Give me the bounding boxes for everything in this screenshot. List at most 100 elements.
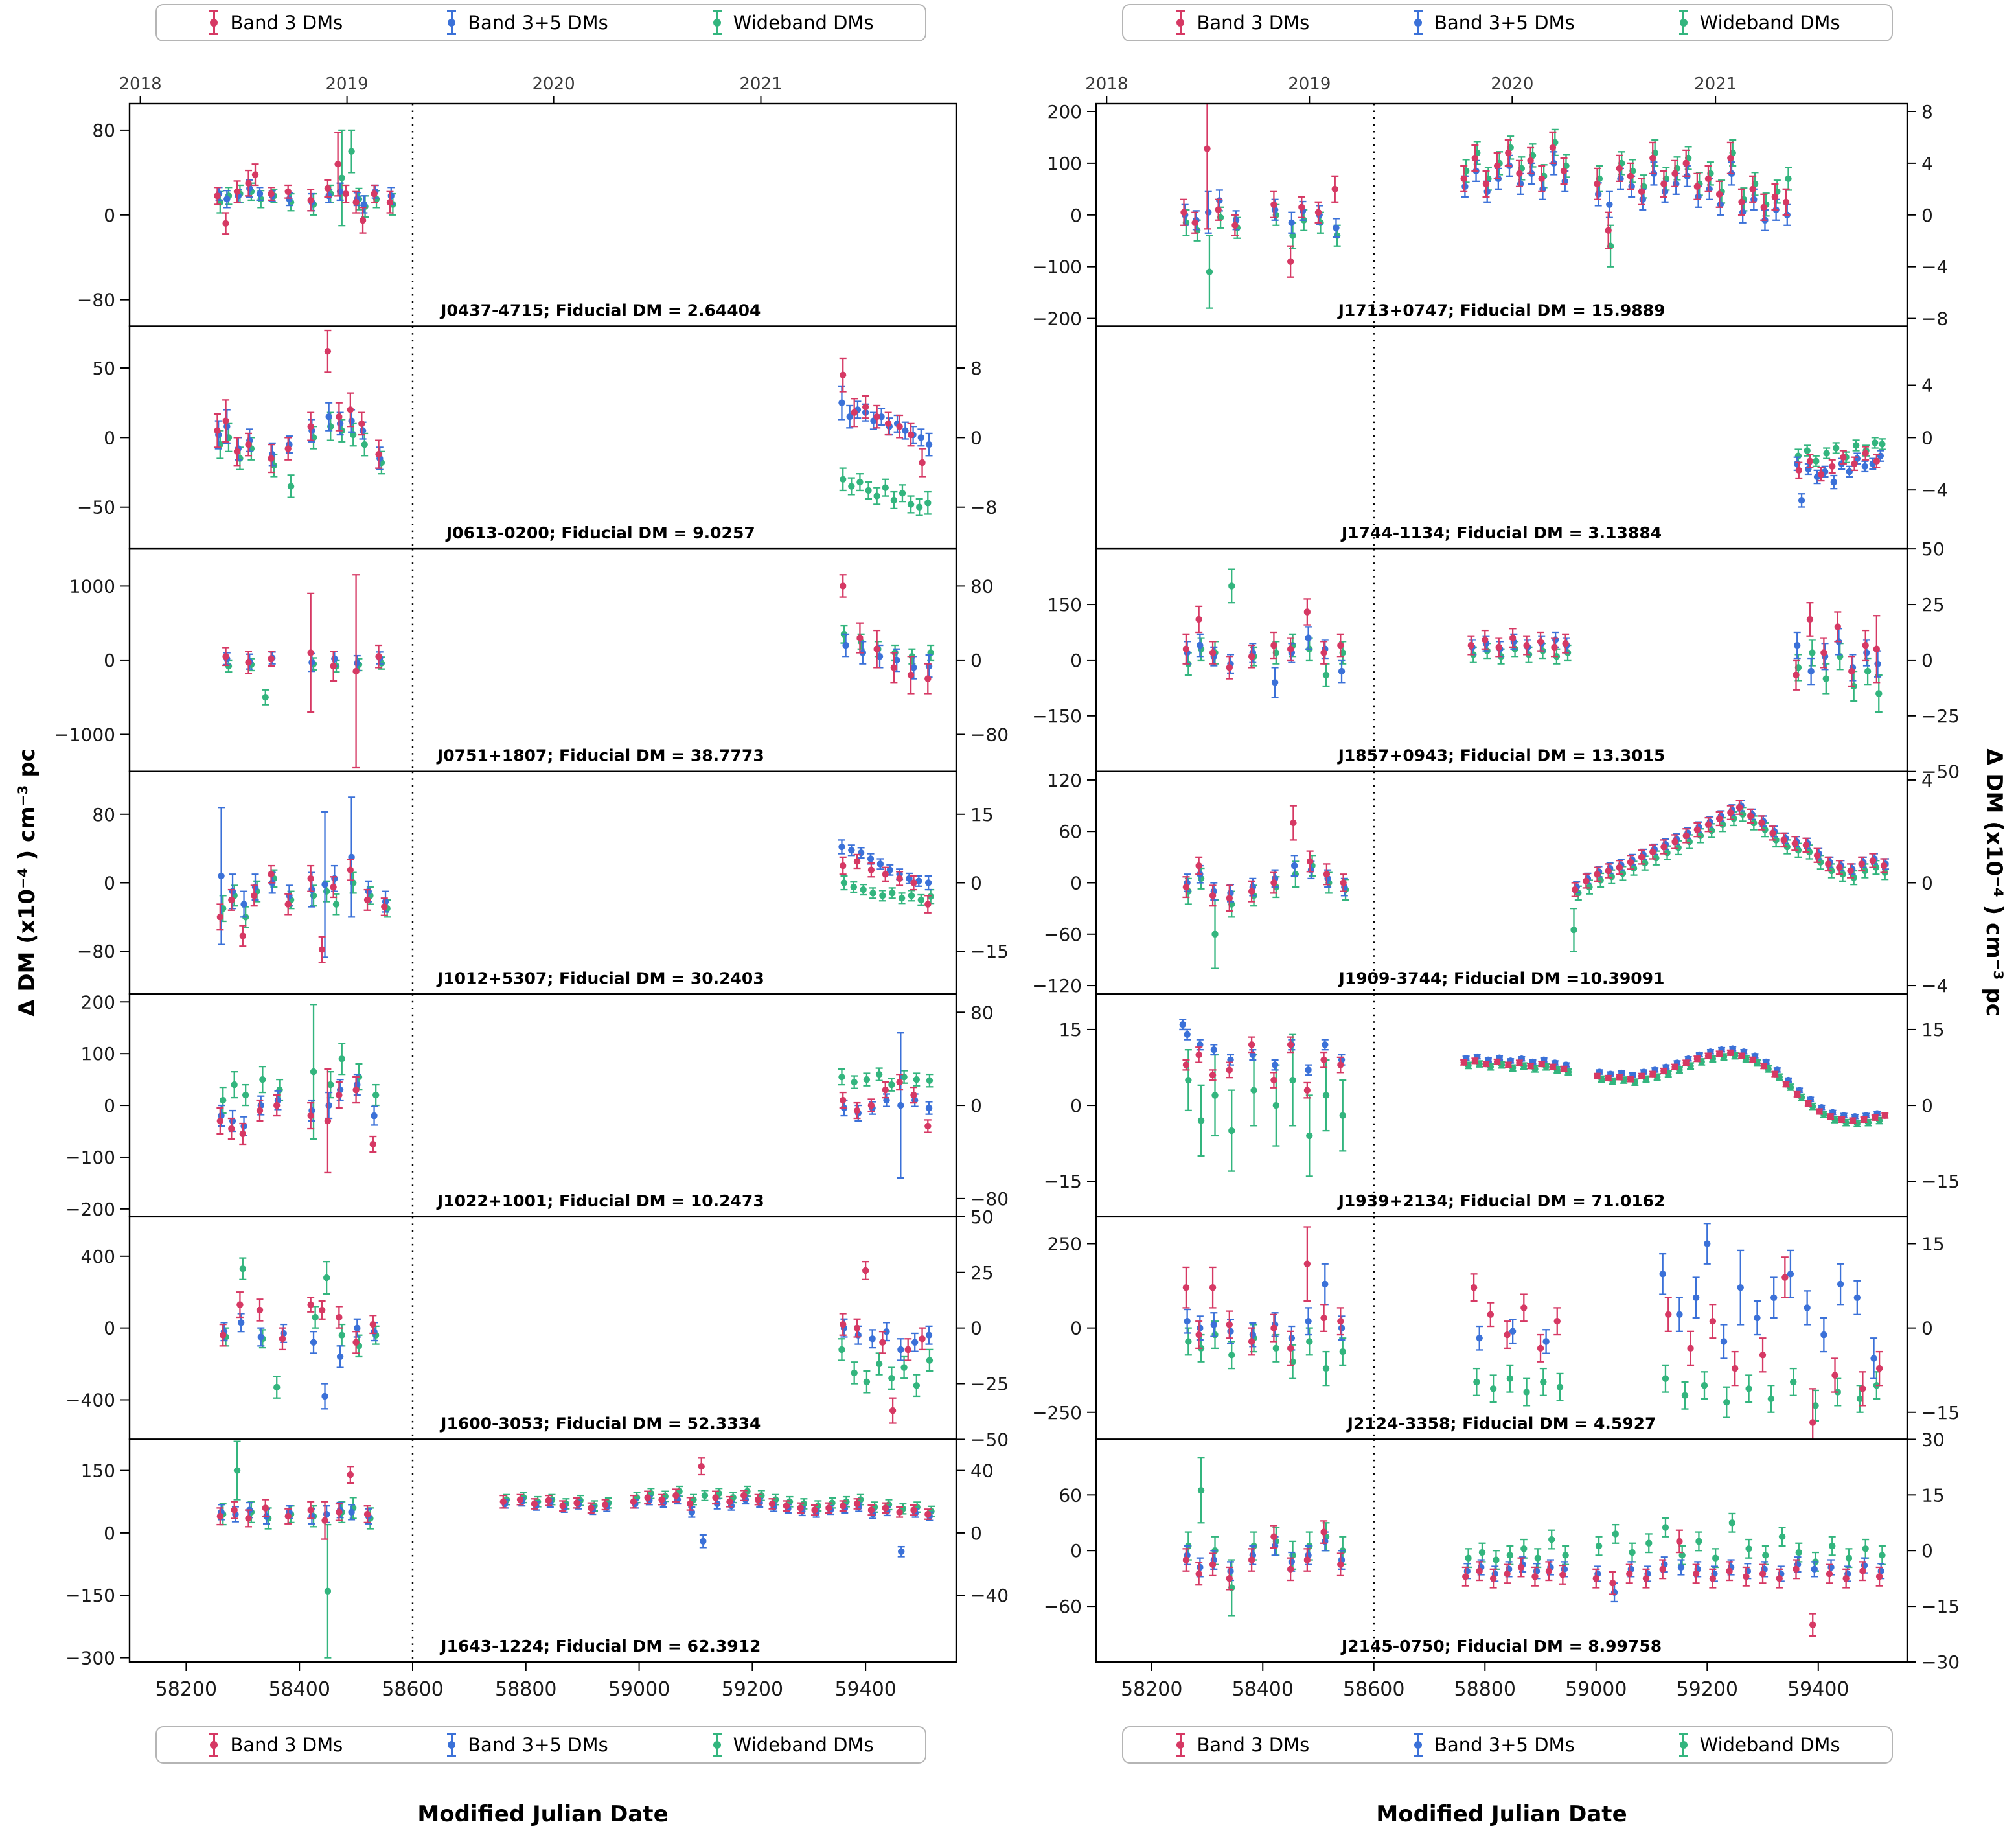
data-point xyxy=(1493,162,1501,170)
data-point xyxy=(348,853,355,861)
y-tick-label-right: −8 xyxy=(1921,308,1948,330)
data-point xyxy=(1838,1116,1846,1124)
legend-entry-1: Band 3+5 DMs xyxy=(446,1733,608,1757)
legend-entry-0: Band 3 DMs xyxy=(1174,10,1309,35)
data-point xyxy=(1630,864,1638,872)
y-axis-label-left: Δ DM (x10⁻⁴ ) cm⁻³ pc xyxy=(14,748,40,1017)
data-point xyxy=(336,420,344,428)
data-point xyxy=(1881,1112,1888,1119)
data-point xyxy=(324,348,332,355)
data-point xyxy=(1649,848,1656,856)
data-point xyxy=(1290,862,1298,870)
data-point xyxy=(1462,1573,1469,1580)
data-point xyxy=(1195,1051,1202,1059)
legend-label: Band 3 DMs xyxy=(1197,12,1310,34)
data-point xyxy=(867,855,875,862)
data-point xyxy=(1823,450,1830,457)
data-point xyxy=(279,1335,286,1343)
legend-label: Band 3+5 DMs xyxy=(468,1734,608,1756)
data-point xyxy=(352,667,360,675)
data-point xyxy=(840,1320,847,1328)
data-point xyxy=(1830,478,1838,486)
data-point xyxy=(1715,190,1723,198)
data-point xyxy=(1303,1087,1311,1094)
panel-title: J1600-3053; Fiducial DM = 52.3334 xyxy=(439,1414,761,1433)
data-point xyxy=(375,653,382,660)
data-point xyxy=(1794,1090,1801,1098)
data-point xyxy=(1206,268,1213,275)
y-tick-label-left: −15 xyxy=(1044,1171,1082,1192)
y-tick-label-right: 25 xyxy=(970,1262,994,1284)
data-point xyxy=(1209,649,1217,656)
data-point xyxy=(1638,853,1645,861)
series-wideband xyxy=(219,869,935,928)
data-point xyxy=(1727,1049,1734,1057)
data-point xyxy=(318,1306,326,1314)
data-point xyxy=(924,901,932,908)
panel-J1909-3744: 120 60 0 −60 −120 4 0 −4 J1909-3744; Fiducial DM… xyxy=(1032,770,1948,997)
y-tick-label-left: 0 xyxy=(1070,1095,1082,1116)
data-point xyxy=(862,1267,869,1274)
data-point xyxy=(1762,1552,1769,1559)
legend-label: Wideband DMs xyxy=(733,12,874,34)
data-point xyxy=(873,645,880,652)
year-tick-label: 2021 xyxy=(739,75,782,94)
legend-bottom-left: Band 3 DMs Band 3+5 DMs Wideband DMs xyxy=(155,1726,926,1764)
data-point xyxy=(1693,826,1701,833)
panel-title: J1909-3744; Fiducial DM =10.39091 xyxy=(1338,969,1665,987)
data-point xyxy=(222,417,229,424)
series-layer xyxy=(213,129,396,235)
data-point xyxy=(312,1313,319,1321)
y-tick-label-left: −100 xyxy=(65,1147,115,1168)
data-point xyxy=(1872,439,1879,446)
data-point xyxy=(1248,888,1255,895)
data-point xyxy=(1226,1321,1233,1328)
data-point xyxy=(658,1496,665,1503)
data-point xyxy=(214,427,221,434)
data-point xyxy=(1861,463,1869,470)
series-band35 xyxy=(218,1032,933,1179)
data-point xyxy=(882,1086,889,1094)
data-point xyxy=(363,896,371,904)
y-tick-label-left: −50 xyxy=(77,497,115,518)
data-point xyxy=(1270,879,1277,886)
y-tick-label-right: 50 xyxy=(970,1206,994,1228)
data-point xyxy=(245,1515,252,1522)
y-tick-label-right: 0 xyxy=(970,1318,982,1339)
legend-label: Band 3+5 DMs xyxy=(468,12,608,34)
data-point xyxy=(1482,636,1489,643)
data-point xyxy=(321,1392,328,1400)
y-tick-label-left: 0 xyxy=(1070,205,1082,226)
data-point xyxy=(1339,1348,1346,1355)
data-point xyxy=(336,1508,343,1516)
data-point xyxy=(867,1506,875,1514)
data-point xyxy=(1795,1549,1802,1556)
data-point xyxy=(1465,1554,1472,1562)
data-point xyxy=(218,872,225,880)
data-point xyxy=(499,1498,507,1505)
year-tick-label: 2020 xyxy=(1491,75,1533,94)
data-point xyxy=(251,171,259,178)
data-point xyxy=(889,890,896,897)
data-point xyxy=(1695,1538,1702,1545)
data-point xyxy=(1517,1563,1525,1571)
data-point xyxy=(890,496,898,504)
data-point xyxy=(1660,843,1667,851)
data-point xyxy=(1677,1563,1685,1571)
y-tick-label-right: −80 xyxy=(970,1188,1009,1210)
x-axis-label-left: Modified Julian Date xyxy=(417,1801,669,1827)
data-point xyxy=(338,174,345,181)
data-point xyxy=(284,445,292,452)
data-point xyxy=(1616,1074,1623,1081)
data-point xyxy=(904,1346,911,1354)
data-point xyxy=(1794,452,1802,459)
data-point xyxy=(1549,144,1557,152)
y-tick-label-right: 4 xyxy=(1921,153,1933,174)
data-point xyxy=(1305,1318,1312,1325)
x-axis-label-right: Modified Julian Date xyxy=(1376,1801,1627,1827)
data-point xyxy=(925,1331,933,1339)
data-point xyxy=(1534,1554,1541,1562)
data-point xyxy=(216,1117,224,1125)
data-point xyxy=(876,860,884,868)
y-tick-label-right: 15 xyxy=(1921,1484,1945,1506)
